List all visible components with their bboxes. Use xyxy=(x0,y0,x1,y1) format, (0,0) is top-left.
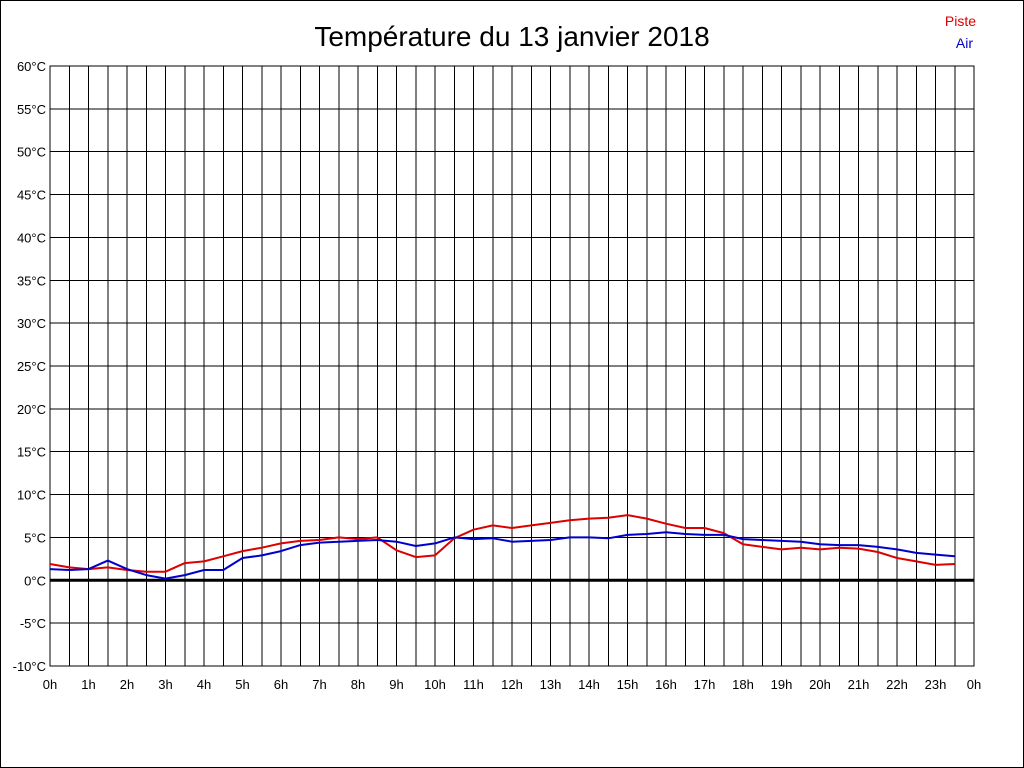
y-tick-label: 45°C xyxy=(17,188,46,203)
y-tick-label: 5°C xyxy=(24,530,46,545)
y-tick-label: -10°C xyxy=(13,659,46,674)
grid xyxy=(49,65,975,667)
series xyxy=(49,514,955,580)
y-tick-label: -5°C xyxy=(20,616,46,631)
x-tick-label: 21h xyxy=(848,677,870,692)
x-tick-label: 11h xyxy=(463,677,484,692)
x-tick-label: 13h xyxy=(540,677,562,692)
series-line-piste xyxy=(49,514,955,573)
x-tick-label: 6h xyxy=(274,677,288,692)
chart-title: Température du 13 janvier 2018 xyxy=(314,21,709,52)
y-tick-label: 50°C xyxy=(17,145,46,160)
y-tick-label: 35°C xyxy=(17,273,46,288)
legend-air: Air xyxy=(956,35,973,51)
y-tick-label: 60°C xyxy=(17,59,46,74)
x-tick-label: 22h xyxy=(886,677,908,692)
x-tick-label: 0h xyxy=(967,677,981,692)
x-tick-label: 12h xyxy=(501,677,523,692)
legend-piste: Piste xyxy=(945,13,976,29)
x-tick-label: 8h xyxy=(351,677,365,692)
x-tick-label: 17h xyxy=(694,677,716,692)
x-tick-label: 7h xyxy=(312,677,326,692)
x-tick-label: 2h xyxy=(120,677,134,692)
y-tick-label: 55°C xyxy=(17,102,46,117)
y-tick-label: 20°C xyxy=(17,402,46,417)
x-tick-label: 5h xyxy=(235,677,249,692)
x-tick-label: 20h xyxy=(809,677,831,692)
y-tick-label: 10°C xyxy=(17,488,46,503)
series-line-air xyxy=(49,531,955,580)
x-tick-label: 16h xyxy=(655,677,677,692)
x-tick-label: 15h xyxy=(617,677,639,692)
y-tick-label: 0°C xyxy=(24,573,46,588)
x-tick-label: 4h xyxy=(197,677,211,692)
x-tick-label: 3h xyxy=(158,677,172,692)
y-tick-label: 15°C xyxy=(17,445,46,460)
x-tick-label: 9h xyxy=(389,677,403,692)
x-tick-label: 18h xyxy=(732,677,754,692)
axes: 60°C 55°C 50°C 45°C 40°C 35°C 30°C 25°C 20°C 15°C… xyxy=(13,59,982,692)
x-tick-label: 19h xyxy=(771,677,793,692)
x-tick-label: 10h xyxy=(424,677,446,692)
x-tick-label: 23h xyxy=(925,677,947,692)
y-tick-label: 25°C xyxy=(17,359,46,374)
x-tick-label: 1h xyxy=(81,677,95,692)
x-tick-label: 14h xyxy=(578,677,600,692)
y-tick-label: 30°C xyxy=(17,316,46,331)
y-tick-label: 40°C xyxy=(17,230,46,245)
x-tick-label: 0h xyxy=(43,677,57,692)
